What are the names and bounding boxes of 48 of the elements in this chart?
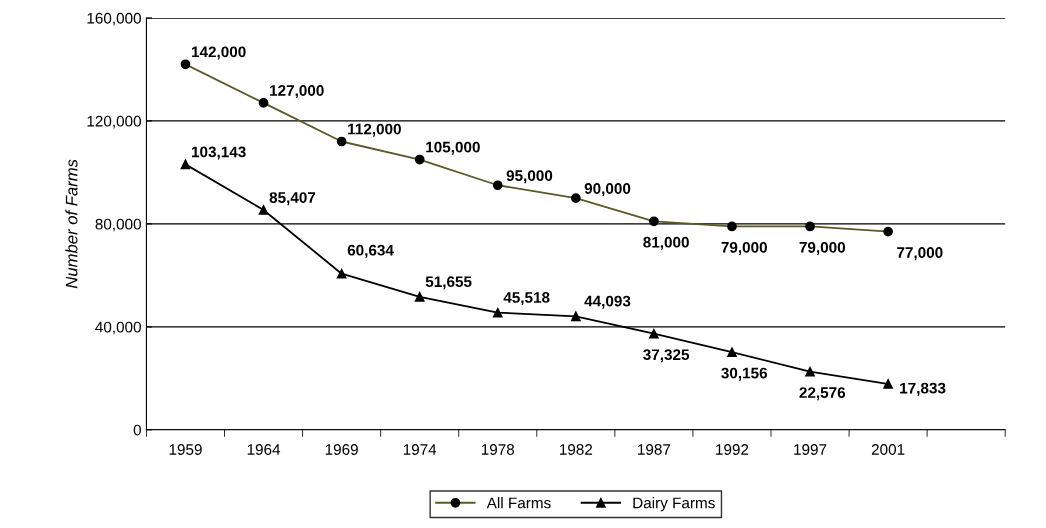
- y-tick-label: 80,000: [95, 218, 141, 232]
- data-label: 22,576: [799, 387, 846, 401]
- point: [649, 328, 659, 339]
- legend-label: Dairy Farms: [633, 497, 715, 512]
- x-tick-label: 1964: [247, 444, 281, 455]
- data-label: 142,000: [191, 46, 246, 60]
- y-tick-label: 0: [133, 424, 141, 436]
- point: [570, 311, 581, 322]
- data-label: 112,000: [348, 123, 401, 137]
- data-label: 81,000: [643, 236, 689, 250]
- x-tick-label: 1982: [560, 444, 593, 455]
- data-label: 103,143: [191, 146, 246, 160]
- data-label: 79,000: [799, 241, 846, 255]
- data-label: 17,833: [900, 382, 946, 396]
- data-label: 45,518: [503, 292, 550, 306]
- data-label: 105,000: [426, 141, 480, 155]
- x-tick-label: 1997: [794, 444, 827, 455]
- point: [727, 347, 737, 358]
- point: [414, 291, 425, 302]
- point: [180, 159, 191, 170]
- y-tick-label: 120,000: [87, 115, 141, 129]
- data-label: 127,000: [270, 85, 324, 99]
- point: [883, 379, 893, 389]
- data-label: 95,000: [506, 170, 553, 184]
- y-axis-title: Number of Farms: [65, 159, 78, 289]
- data-label: 90,000: [584, 183, 631, 197]
- x-tick-label: 1969: [325, 444, 358, 455]
- x-tick-label: 1987: [638, 444, 671, 455]
- x-tick-label: 1959: [169, 444, 202, 455]
- x-tick-label: 1978: [481, 444, 515, 455]
- data-label: 77,000: [897, 247, 943, 261]
- data-label: 44,093: [584, 295, 631, 309]
- point: [258, 205, 269, 215]
- point: [336, 268, 347, 279]
- data-label: 85,407: [269, 192, 316, 206]
- data-label: 37,325: [643, 349, 690, 363]
- legend-label: All Farms: [486, 497, 551, 509]
- x-tick-label: 2001: [871, 444, 905, 455]
- x-tick-label: 1974: [403, 444, 437, 455]
- data-label: 60,634: [347, 244, 394, 258]
- x-tick-label: 1992: [716, 444, 749, 455]
- data-label: 79,000: [721, 241, 767, 255]
- data-label: 30,156: [721, 367, 768, 381]
- data-label: 51,655: [425, 276, 472, 290]
- y-tick-label: 160,000: [87, 12, 141, 26]
- point: [492, 307, 503, 318]
- y-tick-label: 40,000: [95, 321, 141, 335]
- point: [805, 366, 815, 377]
